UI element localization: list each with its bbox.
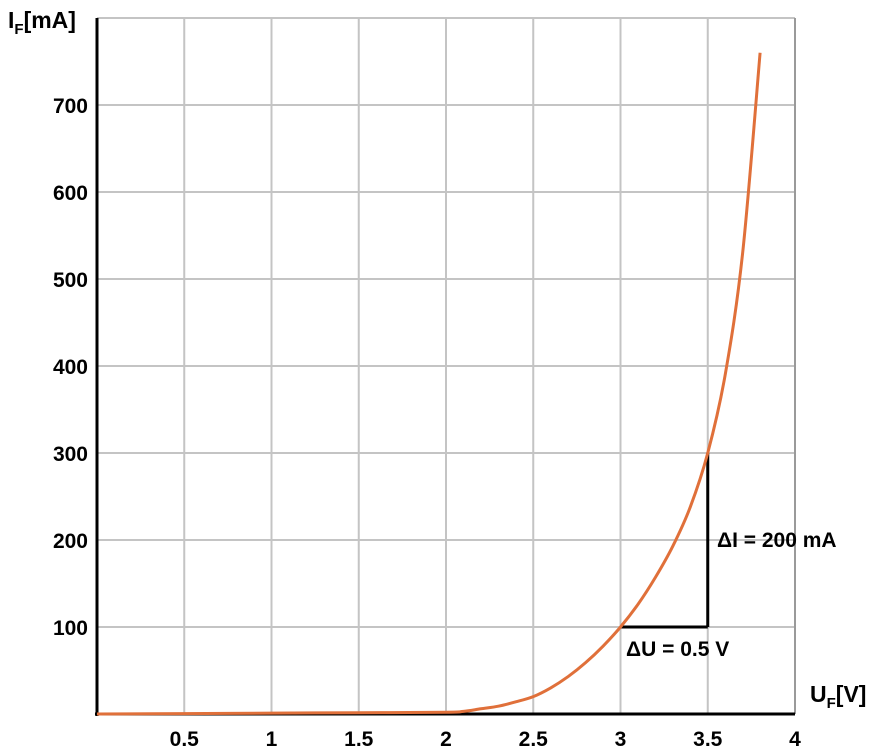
y-axis-label: IF[mA] xyxy=(8,7,76,38)
annotation-lines xyxy=(620,453,710,629)
x-tick-label: 0.5 xyxy=(170,728,200,751)
y-tick-label: 100 xyxy=(53,617,88,640)
y-tick-label: 600 xyxy=(53,182,88,205)
series xyxy=(96,52,762,716)
x-axis-label-unit: [V] xyxy=(836,681,867,707)
x-tick-label: 3.5 xyxy=(693,728,723,751)
x-axis-label-main: U xyxy=(810,681,827,707)
x-tick-label: 1 xyxy=(266,728,278,751)
series-line-forward-current xyxy=(96,52,762,716)
x-tick-label: 3 xyxy=(615,728,627,751)
y-tick-label: 700 xyxy=(53,95,88,118)
y-tick-label: 400 xyxy=(53,356,88,379)
delta-current-label: ΔI = 200 mA xyxy=(717,529,837,552)
grid xyxy=(97,17,795,714)
delta-voltage-label: ΔU = 0.5 V xyxy=(626,638,729,661)
x-tick-label: 2 xyxy=(440,728,452,751)
y-axis-label-sub: F xyxy=(14,21,23,38)
y-axis-label-main: I xyxy=(8,7,14,33)
x-tick-label: 4 xyxy=(789,728,801,751)
x-axis-label: UF[V] xyxy=(810,681,866,712)
y-tick-label: 500 xyxy=(53,269,88,292)
y-tick-label: 300 xyxy=(53,443,88,466)
y-axis-label-unit: [mA] xyxy=(24,7,76,33)
tick-labels: 0.5 1 1.5 2 2.5 3 3.5 4 100 200 300 400 500 600 700 xyxy=(53,95,801,751)
x-tick-label: 1.5 xyxy=(344,728,374,751)
x-axis-label-sub: F xyxy=(827,695,836,712)
x-tick-label: 2.5 xyxy=(519,728,549,751)
y-tick-label: 200 xyxy=(53,530,88,553)
